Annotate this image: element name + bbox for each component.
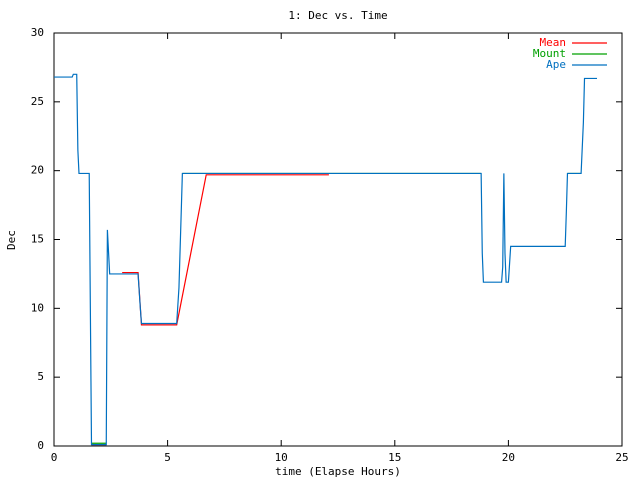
y-tick-label: 20 [31, 164, 44, 177]
legend-label: Ape [546, 58, 566, 71]
y-tick-label: 5 [37, 370, 44, 383]
x-tick-label: 10 [275, 451, 288, 464]
y-tick-label: 0 [37, 439, 44, 452]
x-tick-label: 0 [51, 451, 58, 464]
chart-title: 1: Dec vs. Time [288, 9, 387, 22]
x-tick-label: 5 [164, 451, 171, 464]
x-tick-label: 25 [615, 451, 628, 464]
y-tick-label: 30 [31, 26, 44, 39]
legend-label: Mean [540, 36, 567, 49]
y-tick-label: 25 [31, 95, 44, 108]
y-axis-label: Dec [5, 230, 18, 250]
y-tick-label: 10 [31, 301, 44, 314]
x-axis-label: time (Elapse Hours) [275, 465, 401, 478]
legend-label: Mount [533, 47, 566, 60]
y-tick-label: 15 [31, 233, 44, 246]
x-tick-label: 15 [388, 451, 401, 464]
x-tick-label: 20 [502, 451, 515, 464]
data-line [54, 73, 598, 446]
